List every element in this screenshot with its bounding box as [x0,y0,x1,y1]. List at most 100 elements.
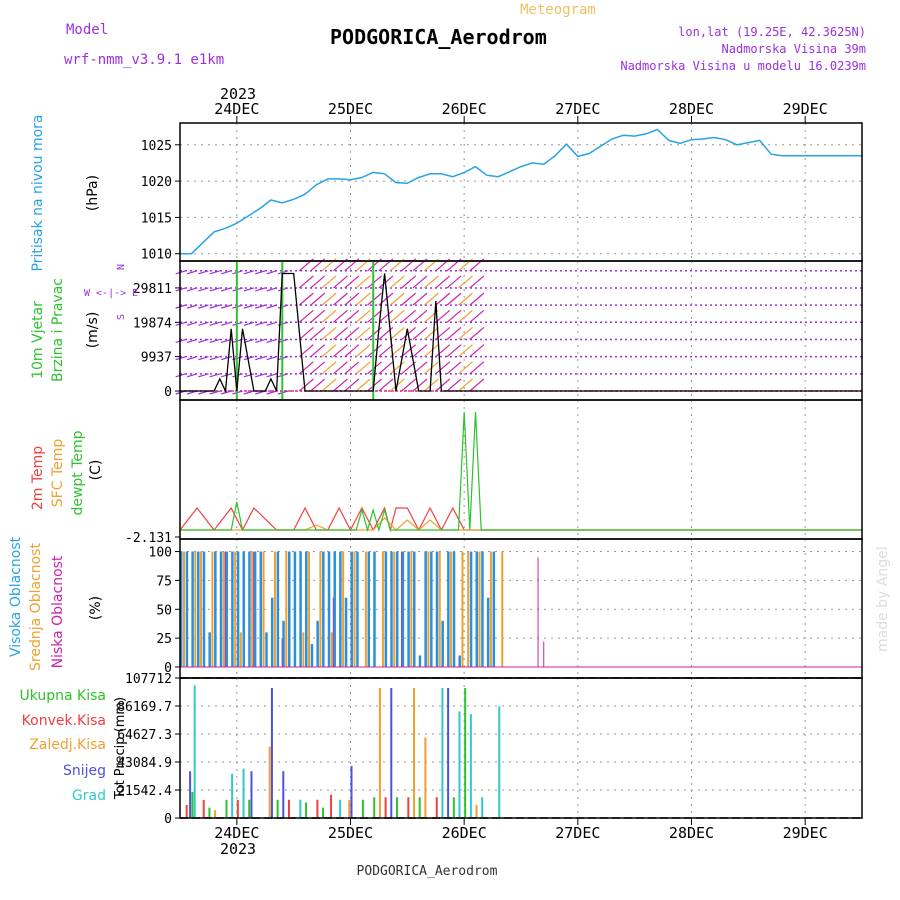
cloud-mid-bar [308,551,311,667]
wind-arrow [378,309,394,323]
cloud-mid-bar [273,551,276,667]
precip-unit: Tot Precip (mm) [113,697,128,800]
cloud-high-bar [373,551,376,667]
precip-bar [464,688,467,818]
cloud-high-bar [293,551,297,667]
lonlat: lon,lat (19.25E, 42.3625N) [678,25,866,39]
wind-arrow [344,378,360,392]
precip-bar [305,802,308,818]
cloud-high-bar [384,551,388,667]
wind-arrow [378,378,394,392]
wind-arrow [243,304,255,309]
cloud-high-bar [390,551,393,667]
year-bottom: 2023 [220,840,256,858]
wind-arrow [255,373,266,378]
precip-bar [316,799,319,818]
wind-arrow [469,361,485,375]
cloud-high-bar [265,632,268,667]
wind-arrow [446,292,462,306]
wind-arrow [435,275,451,289]
x-label-bottom: 29DEC [783,824,828,842]
y-tick-label: 1015 [141,211,172,226]
cloud-high-bar [305,551,308,667]
panel-pressure: 1010 1015 1020 1025 Pritisak na nivou mora (h… [30,114,863,272]
precip-bar [287,799,290,818]
wind-arrow [209,356,220,361]
y-tick-label: 9937 [141,351,172,366]
x-label-top: 28DEC [669,100,714,118]
wind-arrow [423,327,439,340]
cloud-high-bar [282,620,285,667]
y-tick-label: 107712 [125,672,172,687]
cloud-high-bar [214,551,217,667]
wind-arrow [310,327,326,340]
wind-arrow [220,338,232,344]
precip-bar [191,792,194,818]
wind-arrow [333,309,348,323]
wind-arrow [355,309,371,323]
wind-arrow [423,344,439,358]
cloud-high-bar [242,551,246,667]
precip-bar [348,799,351,818]
wind-arrow [446,378,462,392]
wind-arrow [209,338,220,344]
precip-bar [322,807,325,818]
wind-arrow [243,287,255,292]
cloud-high-bar [492,551,496,667]
cloud-high-bar [367,551,371,667]
wind-arrow [255,287,266,292]
cloud-high-bar [185,551,189,667]
wind-arrow [458,344,473,358]
y-tick-label: 50 [156,603,172,618]
precip-bar [458,711,461,818]
cloud-high-bar [191,551,194,667]
cloud-high-bar [236,551,240,667]
wind-arrow [344,309,360,323]
cloud-high-bar [339,551,342,667]
wind-arrow [446,361,462,375]
wind-speed-line [180,272,862,394]
pressure-title: Pritisak na nivou mora [30,114,46,271]
wind-arrow [367,378,382,392]
wind-arrow [446,327,462,340]
x-label-bottom: 28DEC [669,824,714,842]
precip-bar [214,810,217,818]
cloud-mid-bar [393,551,396,667]
cloud-high-bar [299,551,302,667]
wind-arrow [186,356,198,361]
x-label-bottom: 26DEC [442,824,487,842]
wind-arrow [198,356,209,361]
cloud-high-bar [180,551,183,667]
temp-2m-label: 2m Temp [30,446,46,510]
x-label-bottom: 27DEC [555,824,600,842]
cloud-mid-bar [342,551,345,667]
wind-arrow [446,275,462,289]
footer-station: PODGORICA_Aerodrom [357,864,498,879]
wind-arrow [255,321,266,326]
x-label-top: 24DEC [214,100,259,118]
wind-arrow [367,344,382,358]
wind-arrow [344,344,360,358]
wind-arrow [298,378,314,392]
cloud-high-bar [458,655,461,667]
year-top: 2023 [220,85,256,103]
wind-arrow [220,373,232,378]
wind-arrow [412,327,428,340]
wind-arrow [186,338,198,344]
cloud-mid-bar [183,551,185,667]
cloud-high-bar [333,551,336,667]
wind-arrow [423,378,439,392]
elevation: Nadmorska Visina 39m [722,42,867,56]
precip-bar [339,799,342,818]
wind-arrow [469,309,485,323]
cloud-high-bar [270,597,274,667]
wind-arrow [198,287,209,292]
temp-line-2m-temp [179,506,862,533]
precip-bar [447,688,450,818]
pressure-line [180,128,862,255]
wind-arrow [469,378,485,392]
wind-arrow [310,309,326,323]
precip-legend-1: Konvek.Kisa [22,713,106,729]
wind-arrow [266,304,277,309]
